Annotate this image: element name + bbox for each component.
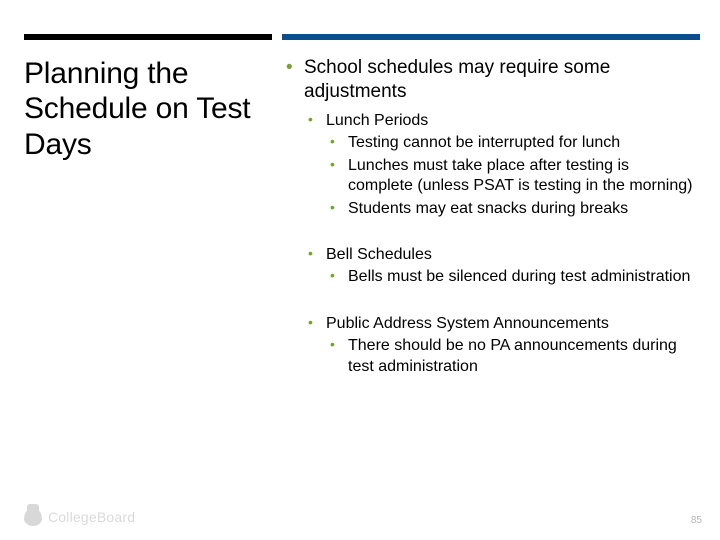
section-heading: Bell Schedules — [304, 245, 696, 265]
spacer — [282, 290, 696, 312]
acorn-icon — [24, 508, 42, 526]
rule-left — [24, 34, 272, 40]
section-item: Students may eat snacks during breaks — [326, 199, 696, 219]
slide: Planning the Schedule on Test Days Schoo… — [0, 0, 720, 540]
slide-body: School schedules may require some adjust… — [282, 56, 696, 379]
section-heading: Lunch Periods — [304, 111, 696, 131]
slide-title: Planning the Schedule on Test Days — [24, 56, 272, 162]
logo-text: CollegeBoard — [48, 509, 135, 525]
collegeboard-logo: CollegeBoard — [24, 508, 135, 526]
section-item: Lunches must take place after testing is… — [326, 156, 696, 197]
section-heading: Public Address System Announcements — [304, 314, 696, 334]
body-intro: School schedules may require some adjust… — [282, 56, 696, 105]
spacer — [282, 221, 696, 243]
section-item: There should be no PA announcements duri… — [326, 336, 696, 377]
rule-right — [282, 34, 700, 40]
page-number: 85 — [691, 515, 702, 526]
section-item: Testing cannot be interrupted for lunch — [326, 133, 696, 153]
section-item: Bells must be silenced during test admin… — [326, 267, 696, 287]
